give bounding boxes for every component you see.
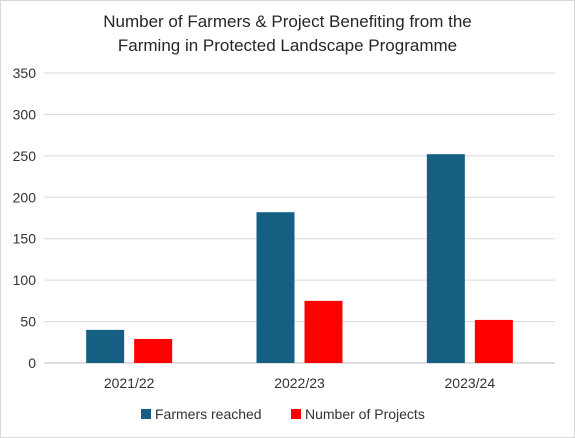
legend-swatch-0 [141,409,151,419]
y-tick-label-250: 250 [13,148,37,164]
y-tick-label-0: 0 [28,355,36,371]
y-tick-label-200: 200 [13,189,37,205]
y-tick-label-300: 300 [13,106,37,122]
chart-title-line-2: Farming in Protected Landscape Programme [117,36,458,55]
x-tick-label-1: 2022/23 [274,375,325,391]
bar-farmers-reached-2 [426,154,465,363]
y-tick-label-350: 350 [13,65,37,81]
y-tick-label-50: 50 [20,314,36,330]
legend-swatch-1 [291,409,301,419]
bar-number-of-projects-1 [304,300,343,363]
bar-farmers-reached-1 [256,212,295,363]
bar-number-of-projects-2 [474,319,513,363]
chart-title: Number of Farmers & Project Benefiting f… [0,10,575,58]
x-tick-label-0: 2021/22 [104,375,155,391]
legend-label-1: Number of Projects [305,406,425,422]
y-tick-label-150: 150 [13,231,37,247]
bar-farmers-reached-0 [86,329,125,363]
chart-title-line-1: Number of Farmers & Project Benefiting f… [103,12,472,31]
y-tick-label-100: 100 [13,272,37,288]
legend-label-0: Farmers reached [155,406,262,422]
x-tick-label-2: 2023/24 [445,375,496,391]
bar-number-of-projects-0 [134,338,173,363]
